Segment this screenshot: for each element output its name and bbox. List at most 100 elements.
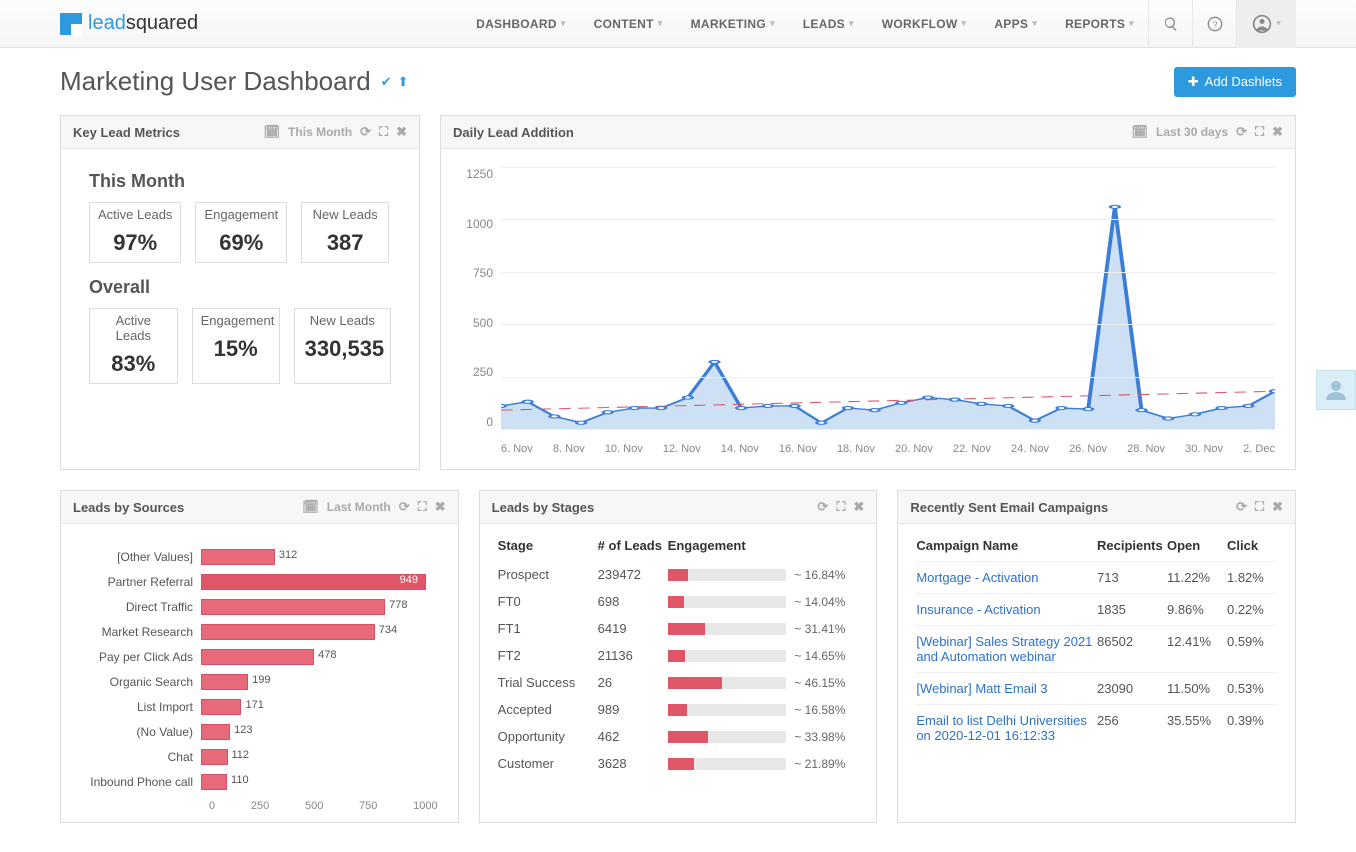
metric-label: Engagement [193, 309, 279, 332]
close-icon[interactable]: ✖ [396, 124, 407, 140]
nav-dashboard[interactable]: DASHBOARD▾ [462, 0, 580, 48]
expand-icon[interactable]: ⛶ [1255, 499, 1264, 515]
help-icon[interactable]: ? [1192, 0, 1236, 48]
source-row[interactable]: Direct Traffic778 [71, 594, 438, 619]
search-icon[interactable] [1148, 0, 1192, 48]
stage-row[interactable]: FT0698~ 14.04% [498, 588, 859, 615]
metric-label: Active Leads [90, 309, 177, 347]
source-row[interactable]: Inbound Phone call 110 [71, 769, 438, 794]
nav-content[interactable]: CONTENT▾ [580, 0, 677, 48]
metric-box[interactable]: Active Leads97% [89, 202, 181, 263]
campaign-row: Email to list Delhi Universities on 2020… [916, 704, 1277, 751]
card-daily-leads: Daily Lead Addition 🗓 Last 30 days ⟳ ⛶ ✖… [440, 115, 1296, 470]
nav-reports[interactable]: REPORTS▾ [1051, 0, 1148, 48]
stage-pct: ~ 16.84% [794, 568, 858, 582]
user-menu[interactable]: ▾ [1236, 0, 1296, 48]
close-icon[interactable]: ✖ [1272, 124, 1283, 140]
metric-box[interactable]: Engagement15% [192, 308, 280, 384]
source-value: 123 [234, 724, 252, 736]
nav-marketing[interactable]: MARKETING▾ [677, 0, 789, 48]
stage-row[interactable]: FT16419~ 31.41% [498, 615, 859, 642]
expand-icon[interactable]: ⛶ [1255, 124, 1264, 140]
campaign-open: 11.50% [1167, 681, 1227, 696]
metric-box[interactable]: New Leads387 [301, 202, 389, 263]
source-row[interactable]: Chat112 [71, 744, 438, 769]
campaign-click: 0.22% [1227, 602, 1277, 617]
refresh-icon[interactable]: ⟳ [1236, 499, 1247, 515]
campaign-link[interactable]: [Webinar] Matt Email 3 [916, 681, 1047, 696]
nav-leads[interactable]: LEADS▾ [789, 0, 868, 48]
source-value: 734 [379, 624, 397, 636]
home-icon[interactable]: ⬆ [398, 74, 409, 90]
source-row[interactable]: Partner Referral949 [71, 569, 438, 594]
source-row[interactable]: [Other Values]312 [71, 544, 438, 569]
close-icon[interactable]: ✖ [435, 499, 446, 515]
campaign-link[interactable]: Mortgage - Activation [916, 570, 1038, 585]
logo[interactable]: leadsquared [60, 12, 198, 35]
logo-mark-icon [60, 13, 82, 35]
source-row[interactable]: (No Value)123 [71, 719, 438, 744]
campaign-recipients: 86502 [1097, 634, 1167, 664]
refresh-icon[interactable]: ⟳ [399, 499, 410, 515]
stage-count: 989 [598, 702, 668, 717]
source-row[interactable]: Market Research734 [71, 619, 438, 644]
period-label[interactable]: Last Month [327, 500, 391, 514]
chat-avatar-icon[interactable] [1316, 370, 1356, 410]
stages-table: Stage# of LeadsEngagementProspect239472~… [480, 524, 877, 791]
stage-row[interactable]: Accepted989~ 16.58% [498, 696, 859, 723]
close-icon[interactable]: ✖ [853, 499, 864, 515]
source-label: List Import [71, 700, 201, 714]
campaign-link[interactable]: Email to list Delhi Universities on 2020… [916, 713, 1087, 743]
verified-icon[interactable]: ✔ [381, 74, 392, 90]
card-key-metrics: Key Lead Metrics 🗓 This Month ⟳ ⛶ ✖ This… [60, 115, 420, 470]
metric-value: 97% [90, 226, 180, 262]
campaign-link[interactable]: Insurance - Activation [916, 602, 1040, 617]
campaign-open: 35.55% [1167, 713, 1227, 743]
metric-box[interactable]: New Leads330,535 [294, 308, 391, 384]
stage-pct: ~ 46.15% [794, 676, 858, 690]
stage-row[interactable]: FT221136~ 14.65% [498, 642, 859, 669]
stage-row[interactable]: Customer3628~ 21.89% [498, 750, 859, 777]
campaigns-table: Campaign NameRecipientsOpenClickMortgage… [898, 524, 1295, 765]
period-label[interactable]: Last 30 days [1156, 125, 1228, 139]
refresh-icon[interactable]: ⟳ [817, 499, 828, 515]
metric-label: Engagement [196, 203, 286, 226]
card-sources: Leads by Sources 🗓 Last Month ⟳ ⛶ ✖ [Oth… [60, 490, 459, 823]
stage-row[interactable]: Trial Success26~ 46.15% [498, 669, 859, 696]
source-value: 110 [231, 774, 249, 786]
expand-icon[interactable]: ⛶ [418, 499, 427, 515]
campaign-row: [Webinar] Matt Email 32309011.50%0.53% [916, 672, 1277, 704]
stage-row[interactable]: Prospect239472~ 16.84% [498, 561, 859, 588]
refresh-icon[interactable]: ⟳ [1236, 124, 1247, 140]
period-label[interactable]: This Month [288, 125, 352, 139]
campaign-link[interactable]: [Webinar] Sales Strategy 2021 and Automa… [916, 634, 1092, 664]
source-value: 312 [279, 549, 297, 561]
source-label: Inbound Phone call [71, 775, 201, 789]
topbar-actions: ? ▾ [1148, 0, 1296, 48]
add-dashlets-button[interactable]: ✚ Add Dashlets [1174, 67, 1296, 97]
metric-box[interactable]: Engagement69% [195, 202, 287, 263]
source-row[interactable]: List Import171 [71, 694, 438, 719]
plus-icon: ✚ [1188, 74, 1199, 90]
calendar-icon[interactable]: 🗓 [1132, 124, 1149, 140]
metric-box[interactable]: Active Leads83% [89, 308, 178, 384]
nav-apps[interactable]: APPS▾ [980, 0, 1051, 48]
source-row[interactable]: Organic Search199 [71, 669, 438, 694]
stage-pct: ~ 33.98% [794, 730, 858, 744]
refresh-icon[interactable]: ⟳ [360, 124, 371, 140]
stage-name: FT0 [498, 594, 598, 609]
expand-icon[interactable]: ⛶ [379, 124, 388, 140]
sources-chart: [Other Values]312Partner Referral949Dire… [61, 524, 458, 822]
main-nav: DASHBOARD▾CONTENT▾MARKETING▾LEADS▾WORKFL… [462, 0, 1148, 48]
calendar-icon[interactable]: 🗓 [264, 124, 281, 140]
nav-workflow[interactable]: WORKFLOW▾ [868, 0, 981, 48]
expand-icon[interactable]: ⛶ [836, 499, 845, 515]
stage-row[interactable]: Opportunity462~ 33.98% [498, 723, 859, 750]
card-campaigns: Recently Sent Email Campaigns ⟳ ⛶ ✖ Camp… [897, 490, 1296, 823]
calendar-icon[interactable]: 🗓 [302, 499, 319, 515]
close-icon[interactable]: ✖ [1272, 499, 1283, 515]
stage-count: 698 [598, 594, 668, 609]
page-header: Marketing User Dashboard ✔ ⬆ ✚ Add Dashl… [60, 66, 1296, 97]
source-value: 112 [232, 749, 250, 761]
source-row[interactable]: Pay per Click Ads478 [71, 644, 438, 669]
